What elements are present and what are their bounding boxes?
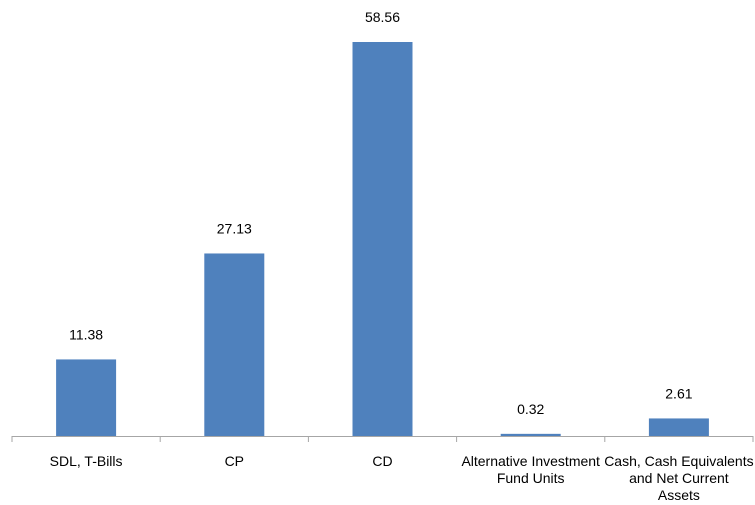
data-label-3: 0.32 bbox=[517, 401, 544, 417]
bar-0 bbox=[56, 359, 117, 436]
x-tick-label-line: Cash, Cash Equivalents bbox=[604, 453, 753, 469]
x-tick-label-4: Cash, Cash Equivalents and Net Current Ass… bbox=[604, 453, 753, 500]
bar-1 bbox=[204, 253, 265, 436]
x-tick-label-line: SDL, T-Bills bbox=[50, 453, 123, 469]
data-labels-layer: 11.38 27.13 58.56 0.32 2.61 bbox=[69, 9, 693, 417]
bar-2 bbox=[352, 42, 413, 436]
x-tick-label-line: Assets bbox=[658, 487, 700, 500]
x-tick-label-line: Fund Units bbox=[497, 470, 565, 486]
data-label-2: 58.56 bbox=[365, 9, 400, 25]
x-tick-labels-layer: SDL, T-Bills CP CD Alternative Investment Fu… bbox=[50, 453, 754, 503]
x-tick-label-line: CP bbox=[225, 453, 244, 469]
x-tick-label-2: CD bbox=[372, 453, 392, 469]
x-axis bbox=[11, 436, 754, 442]
x-tick-label-3: Alternative Investment Fund Units bbox=[461, 453, 600, 486]
x-tick-label-line: Alternative Investment bbox=[461, 453, 600, 469]
data-label-0: 11.38 bbox=[69, 326, 103, 342]
bar-3 bbox=[500, 433, 561, 436]
x-tick-label-0: SDL, T-Bills bbox=[50, 453, 123, 469]
x-tick-label-line: and Net Current bbox=[629, 470, 729, 486]
data-label-1: 27.13 bbox=[217, 220, 252, 236]
bar-4 bbox=[648, 418, 709, 436]
bars-layer bbox=[56, 42, 709, 436]
data-label-4: 2.61 bbox=[665, 385, 692, 401]
x-tick-label-1: CP bbox=[225, 453, 244, 469]
x-tick-label-line: CD bbox=[372, 453, 392, 469]
